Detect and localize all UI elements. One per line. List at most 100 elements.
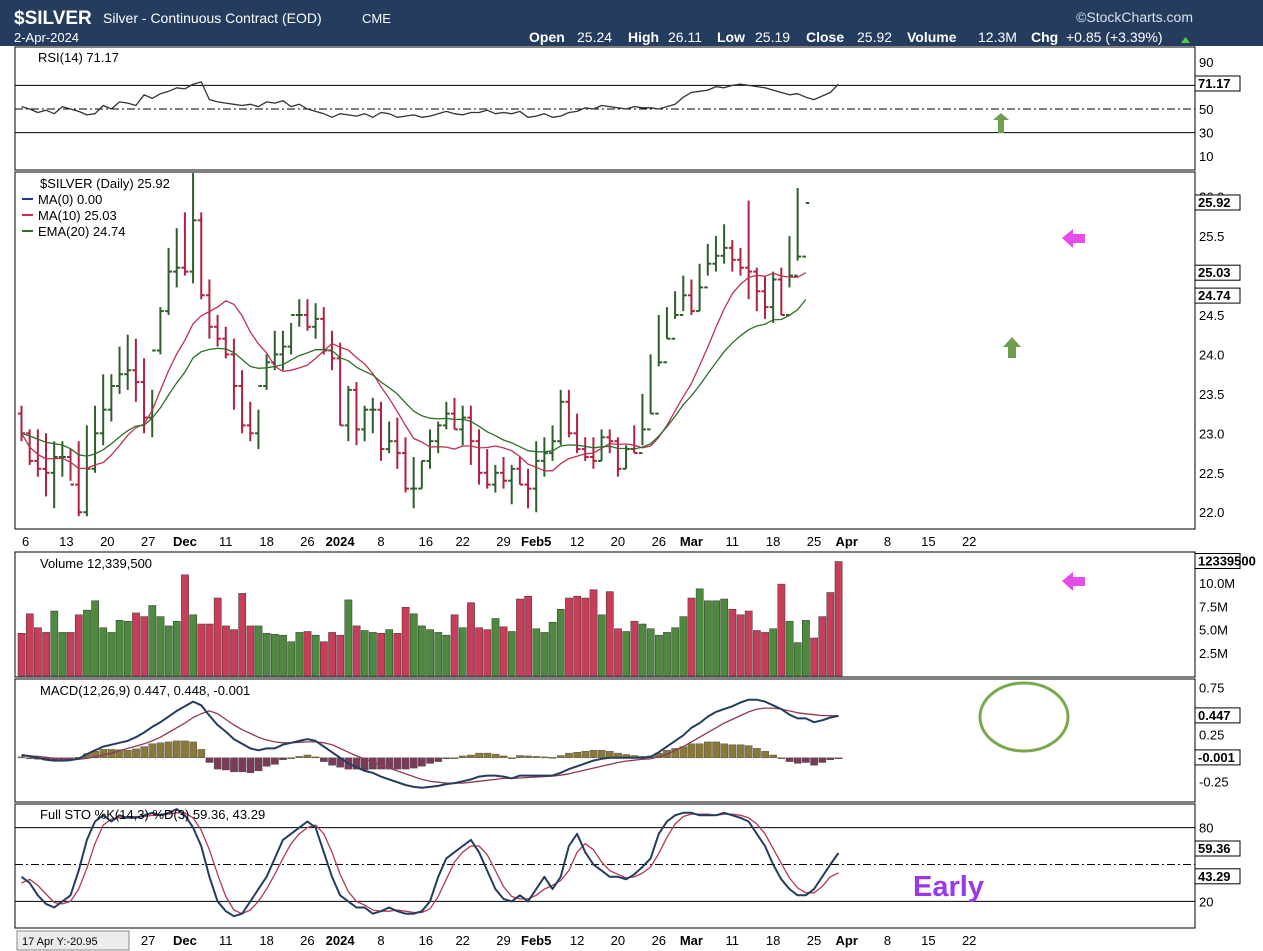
macd-histogram-bar [442,757,451,759]
volume-bar [548,621,557,677]
x-tick-label: 16 [419,933,433,948]
price-bar [287,314,295,355]
price-bar [418,459,426,490]
volume-bar [434,632,443,677]
macd-histogram-bar [475,752,483,758]
macd-histogram-bar [589,750,598,758]
sto-d-value-tag-box [1194,868,1241,885]
x-tick-label: 15 [921,534,935,549]
macd-histogram-bar [99,749,108,759]
x-axis-price: 6 13 20 27 Dec 11 18 26 2024 8 16 22 29 Feb5 12 20 26 Mar… [22,534,976,549]
macd-histogram-bar [483,752,492,758]
macd-histogram-bar [205,757,214,763]
x-tick-label: 25 [807,534,821,549]
volume-bar [532,628,541,677]
macd-histogram-bar [704,741,712,759]
volume-bar [507,631,516,677]
volume-bar [58,632,67,677]
volume-bar [516,598,524,677]
volume-bar [172,620,181,677]
price-bar [761,275,769,319]
volume-bar [50,610,59,677]
macd-histogram-bar [246,757,255,773]
magenta-arrow-volume-icon [1062,572,1085,591]
macd-histogram-bar [418,757,426,767]
x-tick-label: 18 [259,933,273,948]
volume-bar [442,634,451,677]
price-bar [475,429,483,485]
volume-bar [385,629,394,677]
macd-histogram-bar [132,748,140,759]
price-bar [205,279,213,339]
price-bar [769,271,777,323]
rsi-tick-label: 90 [1199,55,1213,70]
macd-hist-value-tag: -0.001 [1198,750,1235,765]
volume-bar [205,623,214,677]
price-bar [336,342,344,427]
volume-bar [499,626,508,677]
macd-histogram-bar [230,757,238,773]
price-bar [295,299,303,327]
price-bar [222,326,230,359]
x-tick-label: Dec [173,933,197,948]
volume-bar [728,608,737,677]
x-tick-label: Mar [680,933,703,948]
price-bar [107,374,115,422]
macd-histogram-bar [385,757,394,770]
x-tick-label: Apr [836,534,858,549]
volume-bar [369,632,377,677]
annotations: Early [913,113,1085,903]
x-tick-label: 20 [100,534,114,549]
x-tick-label: 26 [300,534,314,549]
macd-histogram-bar [712,741,720,759]
macd-histogram-bar [279,757,287,760]
macd-histogram-bar [516,755,524,758]
macd-histogram-bar [581,751,590,759]
x-tick-label: 2024 [326,933,356,948]
price-bar [34,429,42,477]
x-tick-label: 8 [377,933,384,948]
macd-histogram-bar [222,757,230,771]
volume-bar [140,616,149,677]
macd-legend: MACD(12,26,9) 0.447, 0.448, -0.001 [40,683,250,698]
close-value-tag: 25.92 [1198,195,1231,210]
price-bar [140,358,148,434]
macd-histogram-bar [753,748,761,759]
x-axis-bottom: 6132027Dec11182620248162229Feb5122026Mar… [22,933,976,948]
macd-signal-line [21,707,839,784]
macd-histogram-bar [238,757,247,773]
price-bar [679,275,687,316]
x-tick-label: 26 [300,933,314,948]
volume-bar [785,620,794,677]
price-bar [197,212,205,300]
macd-histogram-bar [377,757,385,770]
x-tick-label: 25 [807,933,821,948]
price-bar [459,405,467,446]
x-tick-label: 11 [726,534,740,549]
x-tick-label: 22 [455,534,469,549]
price-bar [687,279,695,315]
volume-bar [687,597,696,677]
macd-histogram-bar [181,740,189,759]
volume-tick-label: 7.5M [1199,599,1228,614]
price-bar [745,200,753,300]
price-bar [581,437,589,461]
x-tick-label: 22 [962,534,976,549]
volume-bar [246,625,255,677]
x-tick-label: 13 [59,534,73,549]
price-bar [696,263,704,313]
price-bar [663,307,671,364]
macd-histogram-bar [761,751,769,759]
macd-histogram-bar [254,757,263,772]
sto-tick-label: 80 [1199,821,1213,836]
ema20-legend: EMA(20) 24.74 [38,224,125,239]
magenta-arrow-price-icon [1062,229,1085,248]
volume-bar [377,633,385,677]
price-bar [214,315,222,347]
rsi-tick-label: 30 [1199,126,1213,141]
macd-tick-label: -0.25 [1199,774,1229,789]
macd-histogram-bar [26,757,34,759]
price-bar [344,386,352,442]
x-tick-label: 16 [419,534,433,549]
macd-histogram-bar [834,757,843,759]
